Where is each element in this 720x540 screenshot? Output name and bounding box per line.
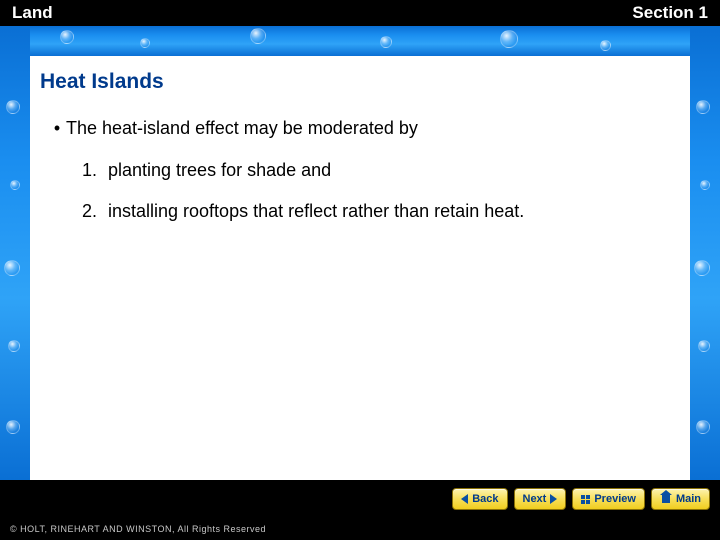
chevron-left-icon: [461, 494, 468, 504]
grid-icon: [581, 495, 590, 504]
list-item-number: 1.: [82, 158, 108, 182]
bubble-decoration: [140, 38, 150, 48]
preview-button[interactable]: Preview: [572, 488, 645, 510]
content-area: Heat Islands • The heat-island effect ma…: [30, 56, 690, 480]
bubble-decoration: [698, 340, 710, 352]
header-right: Section 1: [632, 3, 708, 23]
bubble-decoration: [696, 420, 710, 434]
back-button[interactable]: Back: [452, 488, 507, 510]
bullet-text: The heat-island effect may be moderated …: [66, 116, 418, 140]
copyright-text: © HOLT, RINEHART AND WINSTON, All Rights…: [10, 524, 266, 534]
bubble-decoration: [694, 260, 710, 276]
main-button[interactable]: Main: [651, 488, 710, 510]
border-top: [0, 26, 720, 56]
next-label: Next: [523, 493, 547, 505]
bubble-decoration: [4, 260, 20, 276]
list-item-number: 2.: [82, 199, 108, 223]
home-icon: [660, 494, 672, 504]
list-item: 1. planting trees for shade and: [82, 158, 682, 182]
footer-bar: © HOLT, RINEHART AND WINSTON, All Rights…: [0, 518, 720, 540]
border-left: [0, 26, 30, 480]
bubble-decoration: [700, 180, 710, 190]
list-item-text: planting trees for shade and: [108, 158, 331, 182]
bubble-decoration: [380, 36, 392, 48]
slide-container: Land Section 1 Heat Islands • The heat-i…: [0, 0, 720, 540]
slide-title: Heat Islands: [40, 70, 682, 94]
bubble-decoration: [10, 180, 20, 190]
border-right: [690, 26, 720, 480]
list-item: 2. installing rooftops that reflect rath…: [82, 199, 682, 223]
header-bar: Land Section 1: [0, 0, 720, 26]
bubble-decoration: [6, 420, 20, 434]
bubble-decoration: [600, 40, 611, 51]
bubble-decoration: [60, 30, 74, 44]
preview-label: Preview: [594, 493, 636, 505]
bullet-dot-icon: •: [48, 116, 66, 140]
next-button[interactable]: Next: [514, 488, 567, 510]
header-left: Land: [12, 3, 53, 23]
chevron-right-icon: [550, 494, 557, 504]
bullet-item: • The heat-island effect may be moderate…: [48, 116, 682, 140]
back-label: Back: [472, 493, 498, 505]
bubble-decoration: [8, 340, 20, 352]
bubble-decoration: [696, 100, 710, 114]
nav-bar: Back Next Preview Main: [0, 480, 720, 518]
bubble-decoration: [6, 100, 20, 114]
bubble-decoration: [250, 28, 266, 44]
list-item-text: installing rooftops that reflect rather …: [108, 199, 524, 223]
bubble-decoration: [500, 30, 518, 48]
main-label: Main: [676, 493, 701, 505]
